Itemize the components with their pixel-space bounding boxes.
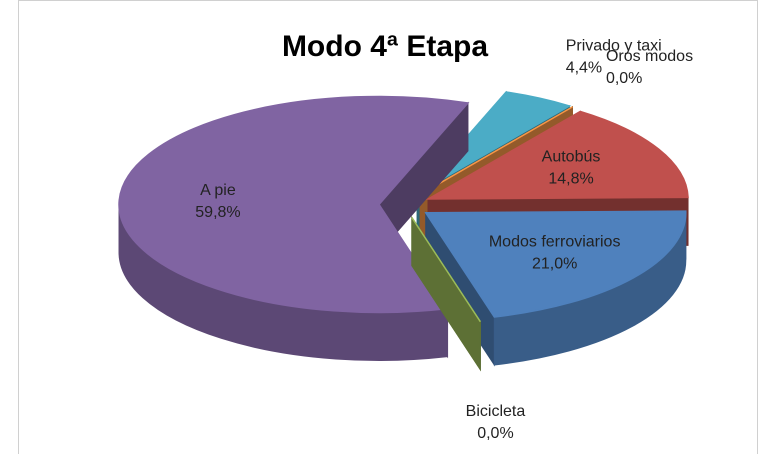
data-label-value: 0,0% — [606, 70, 642, 87]
data-label-name: Autobús — [542, 148, 601, 165]
slice — [424, 210, 687, 318]
data-label-value: 21,0% — [532, 255, 577, 272]
slice — [411, 217, 481, 323]
slice — [416, 91, 572, 195]
data-label-name: Modos ferroviarios — [489, 233, 621, 250]
data-label-name: Oros modos — [606, 48, 693, 65]
data-label-name: Bicicleta — [466, 403, 526, 420]
chart-title: Modo 4ª Etapa — [282, 30, 488, 63]
slice — [118, 95, 470, 314]
data-label-name: Privado y taxi — [566, 37, 662, 54]
slice — [425, 110, 689, 200]
slice — [419, 106, 573, 196]
data-label-value: 14,8% — [548, 170, 593, 187]
data-label-value: 0,0% — [477, 425, 513, 442]
data-label-name: A pie — [200, 182, 236, 199]
data-label-value: 4,4% — [566, 59, 602, 76]
data-label-value: 59,8% — [195, 204, 240, 221]
